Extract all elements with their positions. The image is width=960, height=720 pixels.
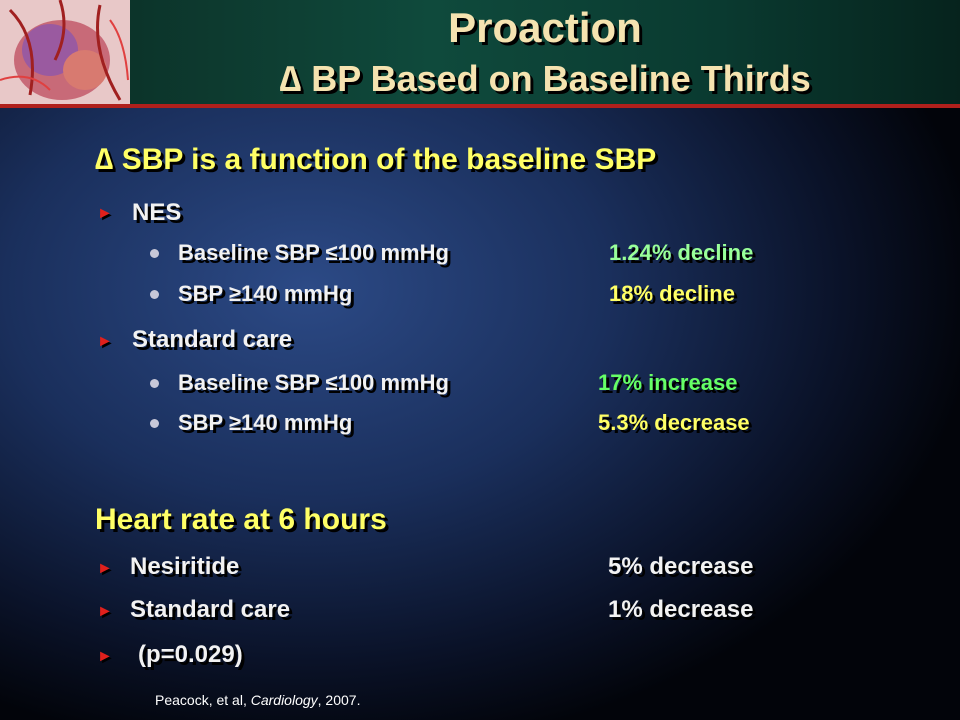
item-result: 18% decline — [609, 281, 735, 306]
bullet-dot — [150, 290, 159, 299]
subtitle: ∆ BP Based on Baseline Thirds — [279, 58, 811, 99]
bullet-dot — [150, 379, 159, 388]
item-result: 1% decrease — [608, 596, 754, 623]
heart-illustration — [0, 0, 130, 104]
header-rule — [0, 104, 960, 108]
bullet-arrow: ► — [97, 603, 113, 620]
item-label: Baseline SBP ≤100 mmHg — [178, 370, 449, 395]
bullet-arrow: ► — [97, 205, 113, 222]
bullet-arrow: ► — [97, 560, 113, 577]
footnote-year: , 2007. — [317, 692, 361, 708]
section-heading: ∆ SBP is a function of the baseline SBP — [95, 143, 657, 176]
bullet-dot — [150, 419, 159, 428]
bullet-dot — [150, 249, 159, 258]
section-heading: Heart rate at 6 hours — [95, 503, 387, 536]
title: Proaction — [448, 4, 642, 51]
item-label: Baseline SBP ≤100 mmHg — [178, 240, 449, 265]
item-result: 5.3% decrease — [598, 410, 750, 435]
header-band — [0, 0, 960, 106]
bullet-arrow: ► — [97, 648, 113, 665]
footnote-journal: Cardiology — [250, 692, 318, 708]
group-label: Standard care — [132, 326, 293, 353]
item-result: 17% increase — [598, 370, 738, 395]
item-label: Nesiritide — [130, 553, 240, 580]
footnote-authors: Peacock, et al, — [155, 692, 251, 708]
item-label: (p=0.029) — [138, 641, 243, 668]
item-result: 1.24% decline — [609, 240, 754, 265]
item-label: SBP ≥140 mmHg — [178, 281, 353, 306]
item-label: SBP ≥140 mmHg — [178, 410, 353, 435]
item-result: 5% decrease — [608, 553, 754, 580]
group-label: NES — [132, 199, 182, 226]
footnote: Peacock, et al, Cardiology, 2007. — [155, 692, 360, 708]
item-label: Standard care — [130, 596, 291, 623]
bullet-arrow: ► — [97, 333, 113, 350]
